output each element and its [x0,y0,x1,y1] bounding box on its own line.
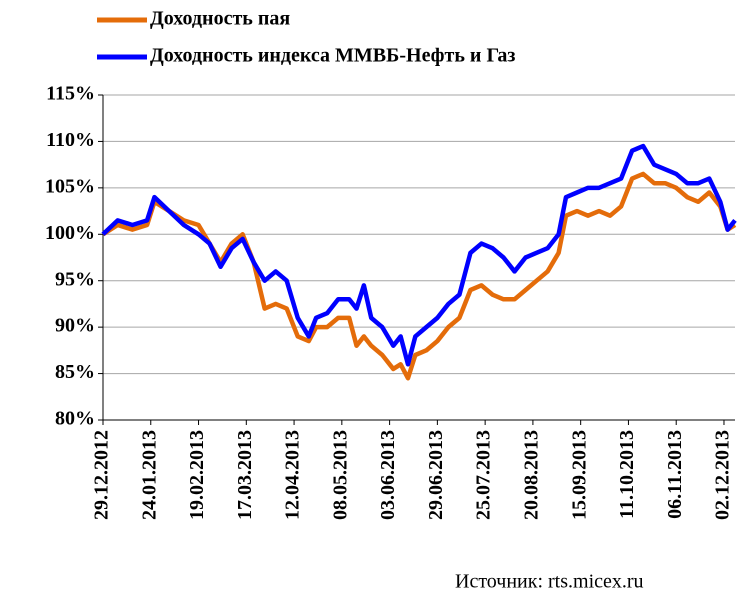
x-tick-label: 02.12.2013 [712,430,734,520]
y-tick-label: 100% [45,222,95,244]
x-tick-label: 06.11.2013 [664,430,686,519]
y-tick-label: 90% [55,315,95,337]
y-tick-label: 85% [55,361,95,383]
y-tick-label: 80% [55,408,95,430]
x-tick-label: 11.10.2013 [616,430,638,519]
y-tick-label: 115% [46,83,95,105]
source-note: Источник: rts.micex.ru [455,571,644,593]
legend-label: Доходность пая [150,8,290,30]
x-tick-label: 25.07.2013 [473,430,495,520]
x-tick-label: 08.05.2013 [329,430,351,520]
series-line [101,171,737,381]
x-tick-label: 24.01.2013 [138,430,160,520]
x-tick-label: 17.03.2013 [234,430,256,520]
x-tick-label: 29.12.2012 [91,430,113,520]
x-tick-label: 20.08.2013 [521,430,543,520]
legend-label: Доходность индекса ММВБ-Нефть и Газ [150,45,515,67]
series-line [101,143,737,367]
y-tick-label: 95% [55,268,95,290]
x-tick-label: 29.06.2013 [425,430,447,520]
x-tick-label: 15.09.2013 [568,430,590,520]
x-tick-label: 19.02.2013 [186,430,208,520]
x-tick-label: 12.04.2013 [282,430,304,520]
y-tick-label: 110% [46,129,95,151]
x-tick-label: 03.06.2013 [377,430,399,520]
y-tick-label: 105% [45,175,95,197]
